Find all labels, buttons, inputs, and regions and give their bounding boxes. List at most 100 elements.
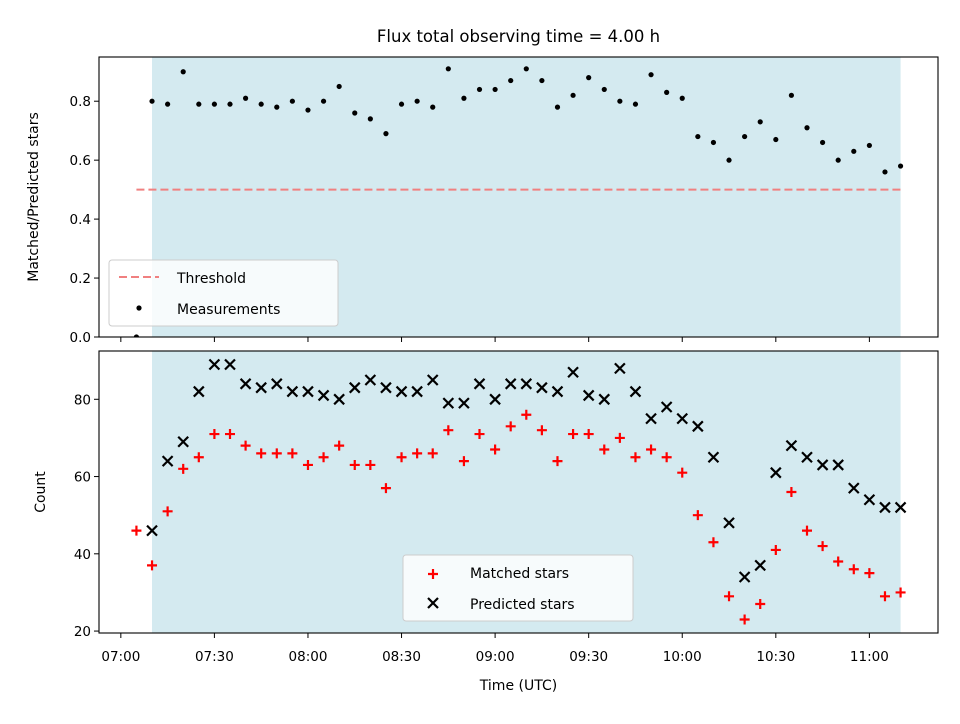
data-point	[646, 444, 657, 455]
ratio-panel: 0.0 0.2 0.4 0.6 0.8 Matched/Predicted stars Th…	[26, 56, 939, 346]
data-point	[476, 86, 483, 93]
data-point	[334, 440, 345, 451]
y-tick-label: 0.8	[70, 94, 91, 110]
data-point	[819, 139, 826, 146]
data-point	[333, 393, 345, 406]
data-point	[131, 525, 142, 536]
data-point	[520, 378, 533, 390]
data-point	[536, 425, 547, 436]
data-point	[539, 77, 545, 84]
legend: Matched stars Predicted stars	[402, 554, 634, 622]
data-point	[660, 401, 673, 413]
chart-title: Flux total observing time = 4.00 h	[377, 27, 660, 46]
data-point	[320, 98, 327, 104]
data-point	[348, 381, 361, 394]
data-point	[489, 393, 501, 406]
data-point	[180, 69, 186, 75]
data-point	[412, 448, 423, 459]
data-point	[551, 385, 564, 398]
data-point	[614, 432, 625, 443]
data-point	[786, 487, 797, 497]
series-matched-stars	[131, 409, 906, 625]
y-tick-label: 0.2	[70, 271, 91, 287]
data-point	[801, 451, 813, 464]
data-point	[178, 463, 189, 474]
data-point	[317, 389, 330, 402]
data-point	[586, 75, 592, 81]
data-point	[676, 412, 689, 425]
data-point	[832, 459, 844, 471]
data-point	[336, 83, 342, 90]
data-point	[255, 381, 267, 394]
data-point	[442, 397, 455, 409]
data-point	[224, 358, 236, 371]
y-tick-label: 40	[74, 547, 91, 563]
data-point	[242, 95, 249, 101]
data-point	[879, 501, 891, 514]
data-point	[570, 92, 576, 98]
data-point	[473, 378, 486, 390]
data-point	[521, 409, 532, 420]
x-axis-title: Time (UTC)	[479, 678, 557, 694]
data-point	[430, 104, 436, 110]
data-point	[211, 101, 218, 107]
data-point	[742, 133, 748, 140]
data-point	[461, 95, 467, 101]
data-point	[426, 374, 439, 386]
data-point	[568, 429, 579, 440]
y-axis-title: Matched/Predicted stars	[26, 112, 42, 282]
data-point	[598, 393, 611, 406]
data-point	[508, 77, 514, 84]
data-point	[848, 482, 860, 494]
data-point	[146, 524, 158, 537]
data-point	[274, 104, 280, 110]
legend-label: Threshold	[176, 271, 246, 287]
data-point	[726, 157, 732, 163]
data-point	[723, 517, 735, 529]
data-point	[629, 385, 642, 398]
time-axis: 07:00 07:30 08:00 08:30 09:00 09:30 10:00 10:30…	[101, 649, 888, 665]
data-point	[848, 564, 859, 575]
y-tick-label: 80	[74, 392, 91, 408]
data-point	[161, 455, 174, 467]
data-point	[632, 101, 639, 107]
x-tick-label: 07:00	[101, 649, 140, 665]
data-point	[692, 510, 703, 521]
data-point	[738, 571, 751, 583]
data-point	[661, 452, 672, 463]
legend: Threshold Measurements	[108, 259, 339, 327]
data-point	[318, 452, 329, 463]
data-point	[554, 104, 561, 110]
data-point	[256, 448, 267, 459]
data-point	[196, 101, 202, 107]
y-tick-label: 0.4	[70, 212, 91, 228]
data-point	[863, 493, 876, 506]
data-point	[677, 467, 688, 478]
data-point	[380, 483, 391, 494]
data-point	[648, 72, 654, 78]
axes-frame	[98, 56, 939, 338]
data-point	[165, 101, 171, 107]
data-point	[367, 116, 373, 122]
data-point	[770, 466, 782, 479]
data-point	[492, 86, 498, 93]
data-point	[785, 439, 798, 452]
legend-box	[402, 554, 634, 622]
data-point	[617, 98, 623, 104]
y-axis-title: Count	[33, 471, 49, 513]
count-panel: 20 40 60 80 Count Matched stars Predicted star…	[33, 350, 939, 640]
data-point	[754, 559, 766, 572]
x-tick-label: 08:00	[289, 649, 328, 665]
data-point	[224, 429, 235, 440]
x-tick-label: 08:30	[382, 649, 421, 665]
data-point	[427, 448, 438, 459]
series-predicted-stars	[146, 358, 907, 583]
data-point	[239, 378, 252, 390]
data-point	[365, 459, 376, 470]
data-point	[552, 456, 563, 467]
legend-predicted-swatch	[427, 597, 439, 609]
legend-label: Matched stars	[470, 566, 569, 582]
data-point	[193, 385, 205, 398]
data-point	[443, 425, 454, 436]
